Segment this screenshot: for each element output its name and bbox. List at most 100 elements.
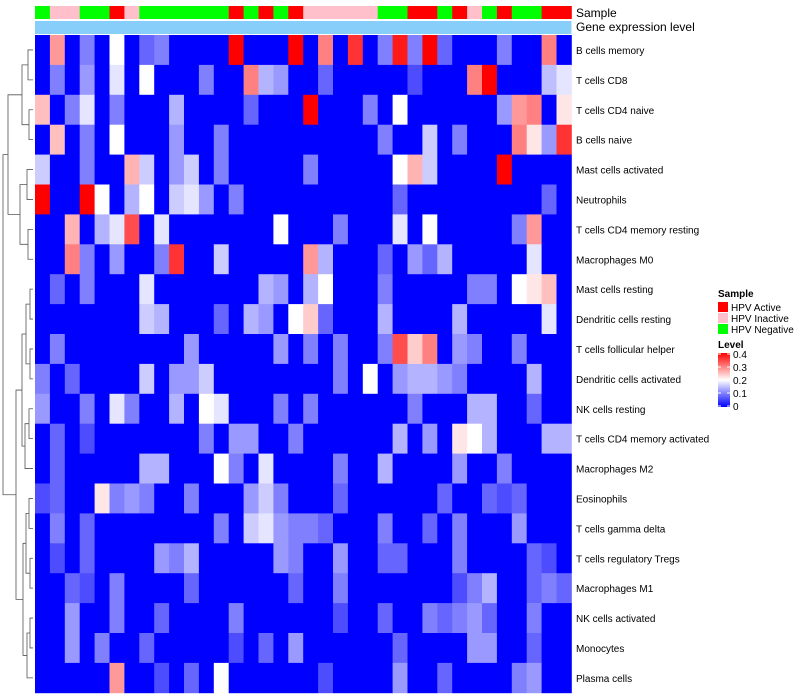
heatmap-cell <box>496 483 513 514</box>
heatmap-cell <box>79 124 95 155</box>
heatmap-cell <box>198 633 215 664</box>
heatmap-cell <box>228 363 244 395</box>
heatmap-cell <box>407 64 423 96</box>
heatmap-cell <box>243 573 259 604</box>
heatmap-cell <box>139 214 155 245</box>
heatmap-cell <box>556 513 572 544</box>
heatmap-cell <box>154 543 170 574</box>
heatmap-cell <box>139 94 155 126</box>
heatmap-cell <box>94 64 110 96</box>
heatmap-cell <box>452 603 468 634</box>
heatmap-cell <box>437 184 453 215</box>
heatmap-cell <box>303 603 319 634</box>
heatmap-cell <box>213 633 230 664</box>
heatmap-cell <box>347 124 364 155</box>
heatmap-cell <box>288 274 304 305</box>
heatmap-cell <box>169 184 185 215</box>
heatmap-cell <box>526 423 542 454</box>
heatmap-cell <box>64 124 81 155</box>
heatmap-cell <box>94 453 110 484</box>
heatmap-cell <box>452 423 468 454</box>
heatmap-cell <box>64 274 81 305</box>
heatmap-cell <box>452 304 468 335</box>
heatmap-cell <box>347 483 364 514</box>
heatmap-cell <box>109 154 125 185</box>
heatmap-cell <box>496 423 513 454</box>
heatmap-cell <box>467 244 483 275</box>
heatmap-cell <box>228 184 244 215</box>
heatmap-cell <box>496 94 513 126</box>
heatmap-cell <box>347 393 364 425</box>
heatmap-cell <box>496 124 513 155</box>
heatmap-cell <box>124 184 140 215</box>
heatmap-cell <box>169 633 185 664</box>
heatmap-cell <box>407 363 423 395</box>
heatmap-cell <box>467 453 483 484</box>
heatmap-cell <box>139 244 155 275</box>
heatmap-cell <box>556 274 572 305</box>
heatmap-cell <box>556 483 572 514</box>
heatmap-cell <box>273 304 289 335</box>
heatmap-cell <box>213 94 230 126</box>
heatmap-cell <box>124 513 140 544</box>
heatmap-cell <box>288 214 304 245</box>
heatmap-cell <box>243 423 259 454</box>
heatmap-cell <box>467 513 483 544</box>
heatmap-cell <box>258 334 274 365</box>
heatmap-cell <box>184 423 200 454</box>
heatmap-cell <box>482 513 498 544</box>
sample-track-cell <box>392 6 408 19</box>
heatmap-cell <box>511 662 528 694</box>
heatmap-cell <box>511 154 528 185</box>
heatmap-cell <box>35 35 51 66</box>
heatmap-cell <box>362 603 379 634</box>
heatmap-cell <box>541 573 557 604</box>
heatmap-cell <box>333 64 349 96</box>
heatmap-cell <box>347 274 364 305</box>
heatmap-cell <box>64 483 81 514</box>
legend-swatch <box>718 302 728 312</box>
heatmap-cell <box>422 154 438 185</box>
heatmap-cell <box>94 94 110 126</box>
heatmap-cell <box>318 423 334 454</box>
heatmap-cell <box>288 64 304 96</box>
heatmap-cell <box>467 363 483 395</box>
legend-sample-title: Sample <box>718 289 754 300</box>
heatmap-cell <box>392 543 408 574</box>
heatmap-cell <box>467 334 483 365</box>
heatmap-cell <box>213 573 230 604</box>
heatmap-cell <box>79 543 95 574</box>
heatmap-cell <box>303 124 319 155</box>
heatmap-cell <box>347 154 364 185</box>
heatmap-cell <box>511 453 528 484</box>
heatmap-cell <box>452 543 468 574</box>
heatmap-cell <box>437 423 453 454</box>
heatmap-cell <box>243 453 259 484</box>
heatmap-cell <box>273 453 289 484</box>
heatmap-cell <box>526 483 542 514</box>
heatmap-cell <box>64 573 81 604</box>
heatmap-cell <box>437 304 453 335</box>
heatmap-cell <box>64 423 81 454</box>
heatmap-cell <box>541 304 557 335</box>
heatmap-cell <box>273 124 289 155</box>
heatmap-cell <box>303 363 319 395</box>
heatmap-cell <box>422 94 438 126</box>
heatmap-cell <box>377 124 393 155</box>
row-label: Neutrophils <box>576 195 627 206</box>
heatmap-cell <box>169 304 185 335</box>
heatmap-cell <box>184 573 200 604</box>
heatmap-cell <box>228 633 244 664</box>
heatmap-cell <box>169 154 185 185</box>
heatmap-cell <box>273 35 289 66</box>
heatmap-cell <box>392 35 408 66</box>
heatmap-cell <box>243 633 259 664</box>
heatmap-cell <box>79 662 95 694</box>
heatmap-cell <box>139 184 155 215</box>
heatmap-cell <box>169 423 185 454</box>
heatmap-cell <box>541 35 557 66</box>
heatmap-cell <box>49 513 66 544</box>
heatmap-cell <box>318 184 334 215</box>
heatmap-cell <box>392 662 408 694</box>
